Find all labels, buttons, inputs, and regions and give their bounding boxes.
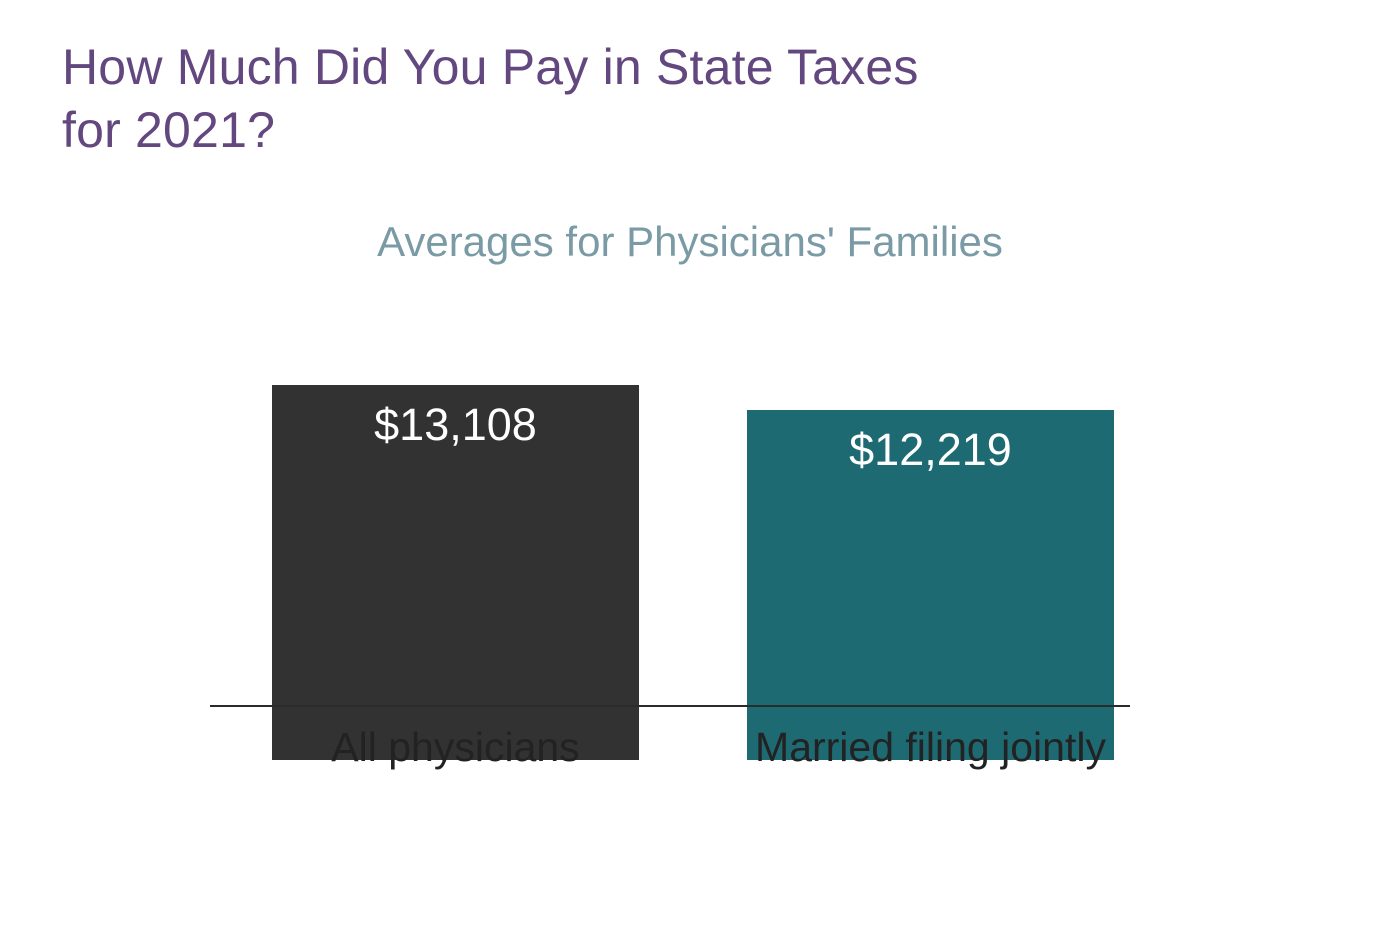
chart-subtitle: Averages for Physicians' Families — [0, 218, 1380, 266]
bar-category-label: Married filing jointly — [727, 723, 1134, 771]
chart-title: How Much Did You Pay in State Taxes for … — [62, 36, 962, 161]
bar: $12,219 — [747, 410, 1114, 760]
bar-chart: $13,108 $12,219 — [210, 330, 1120, 760]
bar: $13,108 — [272, 385, 639, 760]
bar-value-label: $12,219 — [747, 424, 1114, 476]
bar-category-label: All physicians — [252, 723, 659, 771]
x-axis-baseline — [210, 705, 1130, 707]
bar-value-label: $13,108 — [272, 399, 639, 451]
chart-container: How Much Did You Pay in State Taxes for … — [0, 0, 1380, 944]
